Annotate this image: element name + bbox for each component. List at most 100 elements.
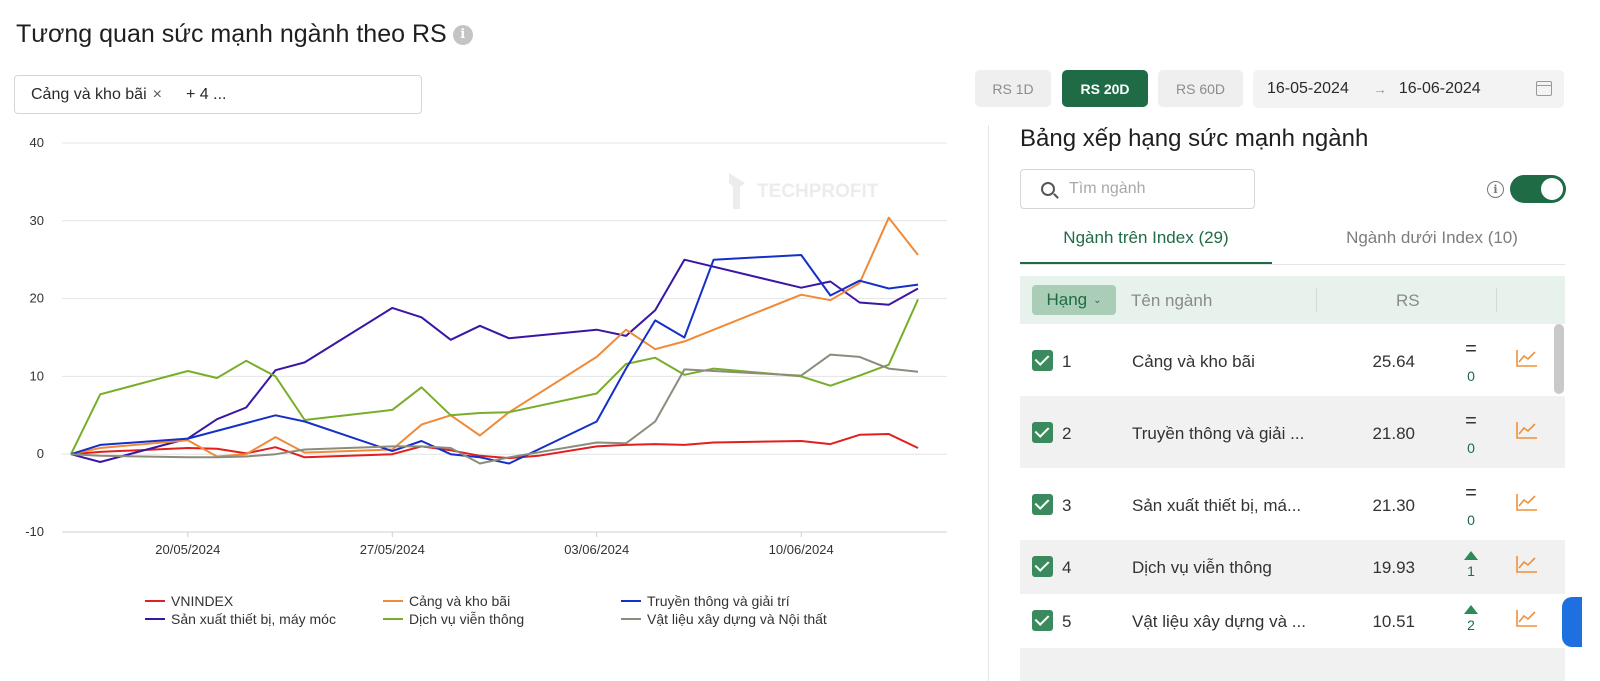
industry-selector[interactable]: Cảng và kho bãi × + 4 ... bbox=[14, 75, 422, 114]
series-line bbox=[70, 298, 919, 455]
row-rank: 1 bbox=[1062, 352, 1072, 371]
start-date[interactable]: 16-05-2024 bbox=[1267, 80, 1349, 97]
line-chart-icon[interactable] bbox=[1516, 609, 1538, 627]
rank-change-value: 1 bbox=[1467, 563, 1475, 579]
row-name: Truyền thông và giải ... bbox=[1132, 424, 1305, 443]
rank-change-value: 0 bbox=[1467, 440, 1475, 456]
chart-legend: VNINDEX Cảng và kho bãi Truyền thông và gi… bbox=[145, 592, 925, 628]
y-tick-label: 20 bbox=[30, 291, 44, 306]
row-name: Dịch vụ viễn thông bbox=[1132, 558, 1272, 577]
equal-icon: = bbox=[1465, 410, 1477, 432]
row-checkbox[interactable] bbox=[1032, 610, 1053, 631]
info-icon[interactable]: i bbox=[1487, 181, 1504, 198]
sort-rank-button[interactable]: Hạng ⌄ bbox=[1032, 285, 1116, 315]
rank-change-value: 2 bbox=[1467, 617, 1475, 633]
rs-20d-button[interactable]: RS 20D bbox=[1062, 70, 1148, 107]
rank-change: 1 bbox=[1458, 551, 1484, 579]
row-checkbox[interactable] bbox=[1032, 350, 1053, 371]
legend-swatch bbox=[383, 600, 403, 602]
legend-label: Cảng và kho bãi bbox=[409, 593, 511, 609]
line-chart-icon[interactable] bbox=[1516, 349, 1538, 367]
search-box[interactable] bbox=[1020, 169, 1255, 209]
legend-label: Vật liệu xây dựng và Nội thất bbox=[647, 611, 827, 627]
row-rs: 25.64 bbox=[1372, 352, 1415, 371]
info-icon[interactable]: i bbox=[452, 24, 473, 45]
floating-side-button[interactable] bbox=[1562, 597, 1582, 647]
legend-item[interactable]: Truyền thông và giải trí bbox=[621, 592, 881, 610]
page-title-text: Tương quan sức mạnh ngành theo RS bbox=[16, 20, 447, 48]
row-rank: 2 bbox=[1062, 424, 1072, 443]
table-row[interactable]: 3 Sản xuất thiết bị, má... 21.30 = 0 bbox=[1020, 468, 1565, 540]
column-divider bbox=[1496, 288, 1497, 312]
rs-line-chart: -10 0 10 20 30 40 20/05/2024 27/05/2024 03/06/20… bbox=[0, 125, 960, 625]
more-selected-count[interactable]: + 4 ... bbox=[185, 85, 227, 103]
equal-icon: = bbox=[1465, 338, 1477, 360]
series-line bbox=[70, 258, 919, 463]
row-rs: 10.51 bbox=[1372, 612, 1415, 631]
line-chart-icon[interactable] bbox=[1516, 493, 1538, 511]
y-tick-label: 40 bbox=[30, 135, 44, 150]
name-header: Tên ngành bbox=[1131, 291, 1213, 310]
table-scrollbar[interactable] bbox=[1554, 324, 1564, 394]
rank-change: 2 bbox=[1458, 605, 1484, 633]
x-tick-label: 03/06/2024 bbox=[564, 542, 629, 557]
table-row[interactable]: 4 Dịch vụ viễn thông 19.93 1 bbox=[1020, 540, 1565, 594]
rs-1d-button[interactable]: RS 1D bbox=[975, 70, 1051, 107]
row-rank: 5 bbox=[1062, 612, 1072, 631]
row-rs: 21.80 bbox=[1372, 424, 1415, 443]
end-date[interactable]: 16-06-2024 bbox=[1398, 80, 1481, 97]
x-tick-label: 27/05/2024 bbox=[360, 542, 425, 557]
panel-divider bbox=[988, 125, 989, 681]
row-name: Sản xuất thiết bị, má... bbox=[1132, 496, 1302, 515]
row-checkbox[interactable] bbox=[1032, 556, 1053, 577]
y-tick-label: 30 bbox=[30, 213, 44, 228]
rank-change-value: 0 bbox=[1467, 368, 1475, 384]
search-input[interactable] bbox=[1069, 180, 1229, 198]
equal-icon: = bbox=[1465, 482, 1477, 504]
rank-change: = 0 bbox=[1458, 338, 1484, 384]
rs-60d-button[interactable]: RS 60D bbox=[1158, 70, 1243, 107]
row-checkbox[interactable] bbox=[1032, 422, 1053, 443]
rank-header-label: Hạng bbox=[1046, 290, 1088, 309]
table-row[interactable]: 1 Cảng và kho bãi 25.64 = 0 bbox=[1020, 324, 1565, 396]
close-icon[interactable]: × bbox=[152, 85, 162, 103]
row-name: Vật liệu xây dựng và ... bbox=[1132, 612, 1306, 631]
tab-above-index[interactable]: Ngành trên Index (29) bbox=[1020, 228, 1272, 265]
page-title: Tương quan sức mạnh ngành theo RS i bbox=[16, 20, 473, 49]
rank-change: = 0 bbox=[1458, 410, 1484, 456]
calendar-icon[interactable] bbox=[1536, 81, 1552, 96]
date-range-picker[interactable]: 16-05-2024 → 16-06-2024 bbox=[1253, 70, 1564, 108]
tabs-underline bbox=[1020, 264, 1565, 265]
legend-swatch bbox=[145, 600, 165, 602]
table-row[interactable] bbox=[1020, 648, 1565, 681]
x-tick-label: 20/05/2024 bbox=[155, 542, 220, 557]
chevron-down-icon: ⌄ bbox=[1093, 294, 1102, 306]
legend-item[interactable]: Cảng và kho bãi bbox=[383, 592, 621, 610]
legend-label: Truyền thông và giải trí bbox=[647, 593, 790, 609]
y-tick-label: 0 bbox=[37, 446, 44, 461]
legend-item[interactable]: Dịch vụ viễn thông bbox=[383, 610, 621, 628]
line-chart-icon[interactable] bbox=[1516, 421, 1538, 439]
row-rank: 3 bbox=[1062, 496, 1072, 515]
legend-label: VNINDEX bbox=[171, 593, 234, 609]
series-line bbox=[70, 353, 919, 465]
row-rs: 21.30 bbox=[1372, 496, 1415, 515]
legend-item[interactable]: Sản xuất thiết bị, máy móc bbox=[145, 610, 383, 628]
arrow-up-icon bbox=[1464, 605, 1478, 614]
rank-change-value: 0 bbox=[1467, 512, 1475, 528]
legend-item[interactable]: Vật liệu xây dựng và Nội thất bbox=[621, 610, 881, 628]
row-checkbox[interactable] bbox=[1032, 494, 1053, 515]
table-row[interactable]: 2 Truyền thông và giải ... 21.80 = 0 bbox=[1020, 396, 1565, 468]
table-row[interactable]: 5 Vật liệu xây dựng và ... 10.51 2 bbox=[1020, 594, 1565, 648]
line-chart-icon[interactable] bbox=[1516, 555, 1538, 573]
legend-swatch bbox=[621, 618, 641, 620]
legend-item[interactable]: VNINDEX bbox=[145, 592, 383, 610]
rank-change: = 0 bbox=[1458, 482, 1484, 528]
ranking-toggle[interactable] bbox=[1510, 175, 1566, 203]
legend-label: Sản xuất thiết bị, máy móc bbox=[171, 611, 336, 627]
row-rank: 4 bbox=[1062, 558, 1072, 577]
y-tick-label: 10 bbox=[30, 368, 44, 383]
tab-below-index[interactable]: Ngành dưới Index (10) bbox=[1346, 228, 1518, 247]
y-tick-label: -10 bbox=[25, 524, 44, 539]
watermark-logo-icon bbox=[729, 173, 745, 209]
